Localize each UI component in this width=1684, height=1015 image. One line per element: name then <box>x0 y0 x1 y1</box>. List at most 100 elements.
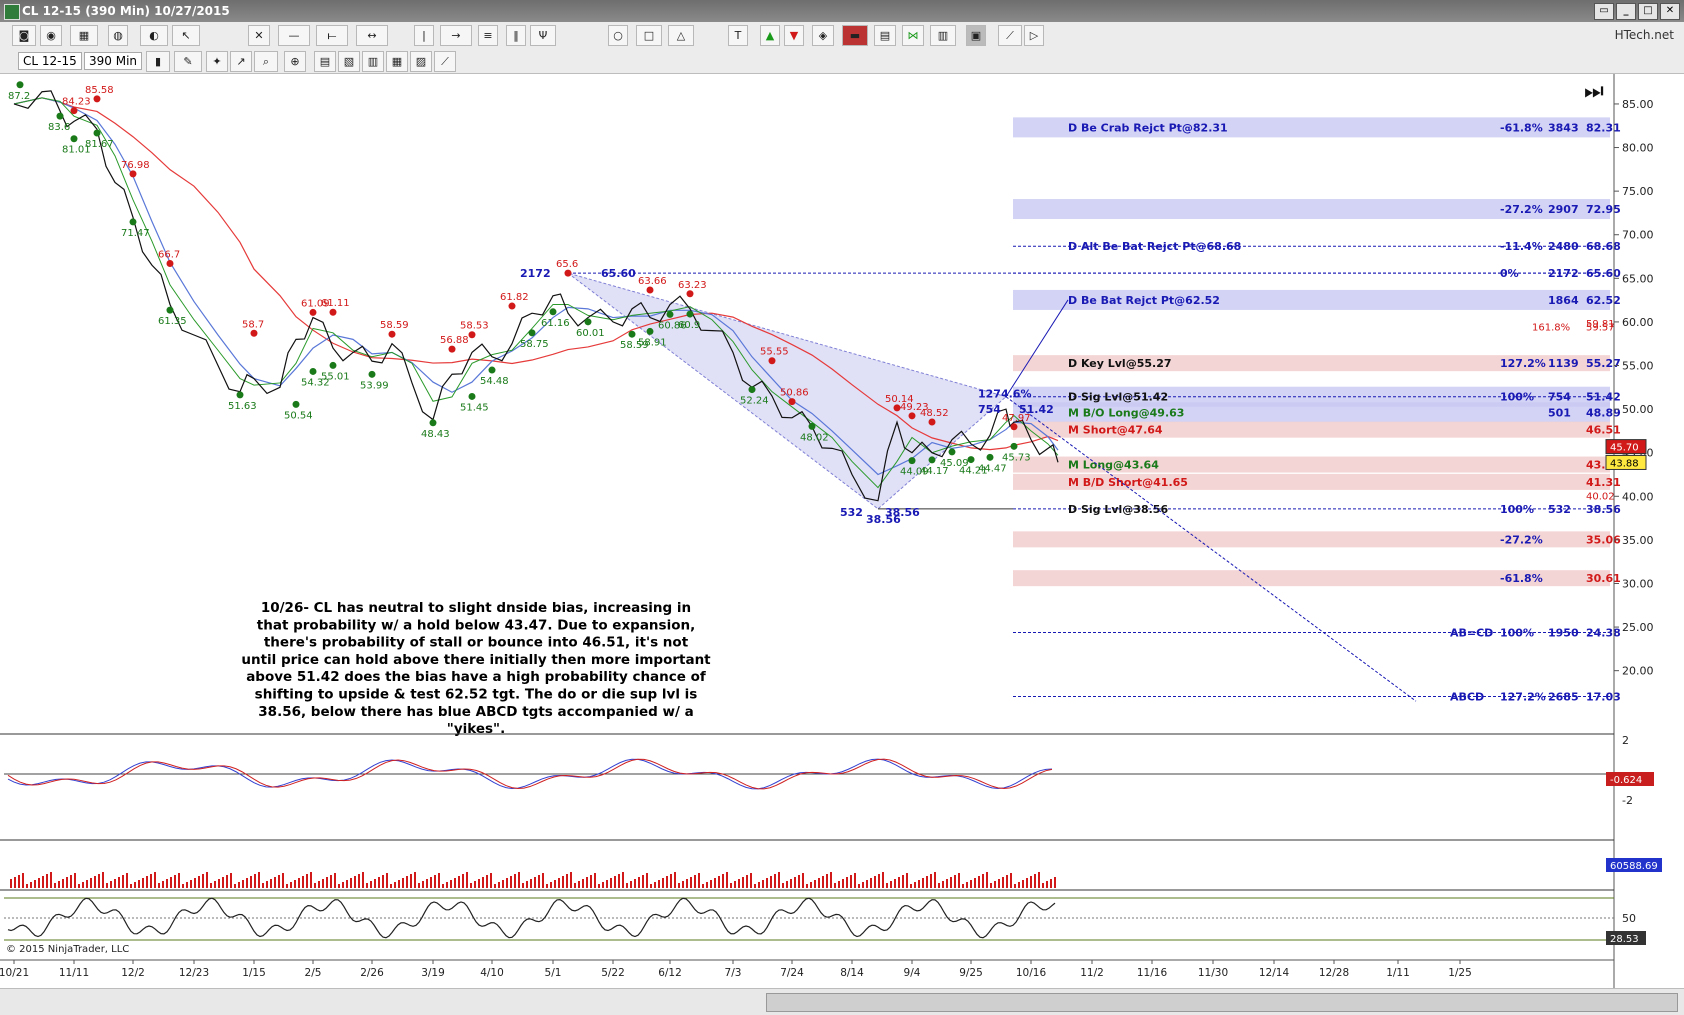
volume-bar <box>86 880 88 888</box>
show-icon[interactable]: ◐ <box>140 25 168 46</box>
cursor-icon[interactable]: ↗ <box>230 51 252 72</box>
volume-bar <box>566 874 568 888</box>
pointer-icon[interactable]: ↖ <box>172 25 200 46</box>
camera-icon[interactable]: ◙ <box>12 25 36 46</box>
x-tick-label: 9/4 <box>904 967 921 979</box>
volume-bar <box>246 878 248 888</box>
maximize-button[interactable]: □ <box>1638 3 1658 20</box>
swing-label: 55.55 <box>760 347 789 358</box>
volume-bar <box>58 881 60 888</box>
level-value: 48.89 <box>1586 406 1621 419</box>
alert-icon[interactable]: ▣ <box>966 25 986 46</box>
hide-icon[interactable]: ▬ <box>842 25 868 46</box>
volume-bar <box>1038 872 1040 888</box>
volume-bar <box>622 872 624 888</box>
volume-bar <box>294 880 296 888</box>
eye-icon[interactable]: ◉ <box>40 25 62 46</box>
volume-bar <box>702 884 704 888</box>
y-tick-label: 75.00 <box>1622 185 1654 198</box>
magnifier-icon[interactable]: ⊕ <box>284 51 306 72</box>
volume-bar <box>438 873 440 888</box>
volume-bar <box>170 877 172 888</box>
x-tick-label: 12/28 <box>1319 967 1349 979</box>
vertical-line-icon[interactable]: | <box>414 25 434 46</box>
ray-tool-icon[interactable]: ⟝ <box>316 25 348 46</box>
swing-label: 63.23 <box>678 280 707 291</box>
strategy-list-icon[interactable]: ▦ <box>386 51 408 72</box>
volume-bar <box>174 875 176 888</box>
extended-line-icon[interactable]: ↔ <box>356 25 388 46</box>
volume-bar <box>766 878 768 888</box>
color-icon[interactable]: ✦ <box>206 51 228 72</box>
volume-bar <box>610 878 612 888</box>
restore-button[interactable]: ▭ <box>1594 3 1614 20</box>
globe-icon[interactable]: ◍ <box>108 25 128 46</box>
play-icon[interactable]: ▷ <box>1024 25 1044 46</box>
volume-bar <box>762 880 764 888</box>
volume-bar <box>490 873 492 888</box>
volume-bar <box>210 883 212 888</box>
ellipse-tool-icon[interactable]: ○ <box>608 25 628 46</box>
chart-props-icon[interactable]: ▤ <box>314 51 336 72</box>
fib-retracement-icon[interactable]: ≡ <box>478 25 498 46</box>
volume-bar <box>114 879 116 888</box>
volume-bar <box>642 875 644 888</box>
triangle-tool-icon[interactable]: △ <box>668 25 694 46</box>
harmonic-pattern-icon[interactable]: ⋈ <box>902 25 924 46</box>
level-zone <box>1013 289 1610 310</box>
fib-time-icon[interactable]: ‖ <box>506 25 526 46</box>
arrow-up-icon[interactable]: ▲ <box>760 25 780 46</box>
x-tick-label: 11/2 <box>1080 967 1104 979</box>
volume-bar <box>506 878 508 888</box>
level-pct: 127.2% <box>1500 691 1546 704</box>
ruler-icon[interactable]: ⟋ <box>434 51 456 72</box>
link-icon[interactable]: ⟋ <box>998 25 1022 46</box>
strategy-icon[interactable]: ◈ <box>812 25 834 46</box>
swing-marker <box>309 367 317 375</box>
rectangle-tool-icon[interactable]: □ <box>636 25 662 46</box>
remove-icon[interactable]: ✕ <box>248 25 270 46</box>
properties-icon[interactable]: ▨ <box>410 51 432 72</box>
minimize-button[interactable]: _ <box>1616 3 1636 20</box>
andrews-pitchfork-icon[interactable]: Ψ <box>530 25 556 46</box>
volume-bar <box>178 873 180 888</box>
stochastic-line <box>7 897 1056 939</box>
level-bars: 2907 <box>1548 203 1579 216</box>
volume-bar <box>326 877 328 888</box>
pencil-icon[interactable]: ✎ <box>174 51 202 72</box>
indicators-icon[interactable]: ▥ <box>930 25 956 46</box>
period-selector[interactable]: 390 Min <box>84 52 143 70</box>
volume-bar <box>510 876 512 888</box>
data-box-icon[interactable]: ▦ <box>70 25 98 46</box>
swing-marker <box>468 331 476 339</box>
horizontal-scrollbar[interactable] <box>0 988 1684 1015</box>
volume-bar <box>1046 881 1048 888</box>
arrow-down-icon[interactable]: ▼ <box>784 25 804 46</box>
pattern-point-label: 38.56 <box>866 513 901 526</box>
volume-bar <box>778 872 780 888</box>
volume-bar <box>134 882 136 888</box>
level-zone <box>1013 570 1610 587</box>
instrument-selector[interactable]: CL 12-15 <box>18 52 82 70</box>
level-value: 17.03 <box>1586 691 1621 704</box>
volume-bar <box>670 874 672 888</box>
level-value: 35.06 <box>1586 533 1621 546</box>
line-tool-icon[interactable]: — <box>278 25 310 46</box>
bar-type-icon[interactable]: ▮ <box>146 51 170 72</box>
zoom-icon[interactable]: ⌕ <box>254 51 278 72</box>
volume-bar <box>598 884 600 888</box>
template-icon[interactable]: ▧ <box>338 51 360 72</box>
swing-label: 55.01 <box>321 371 350 382</box>
scrollbar-thumb[interactable] <box>766 993 1678 1012</box>
arrow-line-icon[interactable]: → <box>440 25 472 46</box>
text-tool-icon[interactable]: T <box>728 25 748 46</box>
indicator-list-icon[interactable]: ▥ <box>362 51 384 72</box>
level-pct: -27.2% <box>1500 533 1543 546</box>
price-chart[interactable]: D Be Crab Rejct Pt@82.31 -61.8% 3843 82.31 -… <box>0 74 1684 988</box>
close-button[interactable]: ✕ <box>1660 3 1680 20</box>
volume-bar <box>394 882 396 888</box>
data-table-icon[interactable]: ▤ <box>874 25 896 46</box>
swing-marker <box>768 357 776 365</box>
volume-bar <box>338 884 340 888</box>
swing-label: 60.9 <box>678 320 700 331</box>
